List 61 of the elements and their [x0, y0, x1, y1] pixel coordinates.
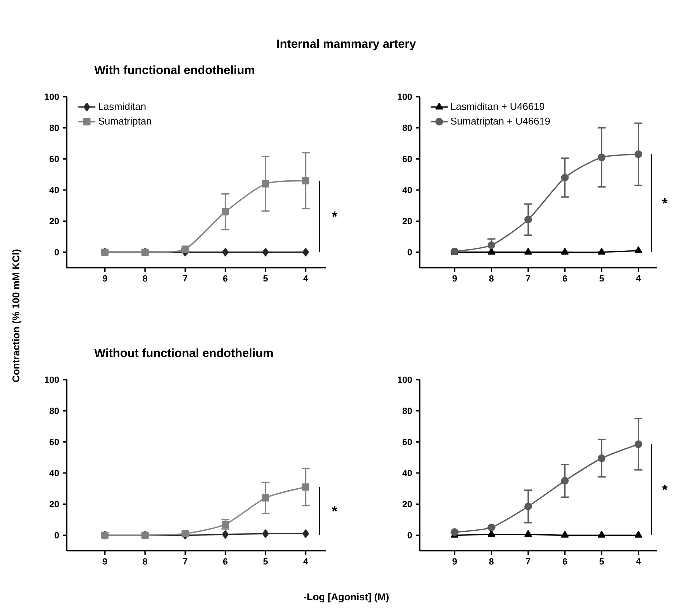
y-tick-label: 80: [402, 408, 412, 414]
x-tick-label: 4: [304, 558, 308, 565]
y-tick-label: 0: [408, 249, 412, 256]
y-tick-label: 60: [402, 156, 412, 162]
x-tick-label: 5: [264, 276, 268, 282]
text: *: [662, 485, 668, 490]
y-tick-label: 0: [54, 249, 60, 256]
x-axis-title: -Log [Agonist] (M): [304, 593, 389, 603]
y-tick-label: 60: [50, 156, 60, 162]
text: *: [332, 212, 338, 218]
x-tick-label: 9: [452, 558, 458, 565]
x-tick-label: 4: [636, 558, 642, 565]
x-tick-label: 5: [600, 558, 604, 565]
x-tick-label: 8: [143, 558, 148, 565]
y-tick-label: 0: [54, 532, 60, 539]
y-tick-label: 100: [45, 376, 60, 384]
x-tick-label: 6: [562, 558, 568, 565]
x-tick-label: 5: [600, 276, 604, 282]
y-tick-label: 20: [402, 218, 412, 225]
x-tick-label: 4: [304, 276, 308, 282]
legend-label: Lasmiditan: [99, 102, 146, 110]
x-tick-label: 9: [452, 276, 458, 282]
legend-label: Sumatriptan + U46619: [451, 118, 550, 127]
x-tick-label: 6: [223, 276, 228, 282]
x-tick-label: 6: [562, 276, 568, 282]
x-tick-label: 9: [102, 558, 108, 565]
y-tick-label: 60: [402, 439, 412, 446]
x-tick-label: 7: [183, 276, 188, 282]
y-axis-title: Contraction (% 100 mM KCl): [12, 250, 22, 382]
y-tick-label: 20: [50, 218, 60, 225]
y-tick-label: 20: [402, 501, 412, 508]
y-tick-label: 100: [398, 94, 412, 100]
x-tick-label: 7: [526, 558, 531, 565]
y-tick-label: 100: [45, 94, 60, 100]
y-tick-label: 40: [50, 187, 60, 194]
legend-label: Lasmiditan + U46619: [451, 102, 545, 110]
y-tick-label: 40: [402, 187, 412, 194]
x-tick-label: 8: [489, 276, 494, 282]
chart-subtitle: Without functional endothelium: [94, 348, 273, 358]
legend-label: Sumatriptan: [98, 118, 152, 127]
x-tick-label: 9: [102, 276, 108, 282]
text: *: [662, 198, 668, 204]
x-tick-label: 4: [636, 276, 642, 282]
y-tick-label: 80: [50, 408, 60, 414]
y-tick-label: 80: [402, 124, 412, 132]
x-tick-label: 8: [143, 276, 148, 282]
chart-subtitle: With functional endothelium: [94, 66, 254, 74]
text: *: [332, 506, 338, 512]
y-tick-label: 80: [50, 124, 60, 132]
x-tick-label: 6: [223, 558, 228, 565]
x-tick-label: 7: [183, 558, 188, 565]
y-tick-label: 20: [50, 501, 60, 508]
y-tick-label: 40: [402, 470, 412, 476]
x-tick-label: 5: [264, 558, 268, 565]
x-tick-label: 8: [489, 558, 494, 565]
x-tick-label: 7: [526, 276, 531, 282]
y-tick-label: 100: [398, 376, 412, 384]
y-tick-label: 0: [408, 532, 412, 539]
y-tick-label: 60: [50, 439, 60, 446]
chart-title: Internal mammary artery: [278, 39, 416, 51]
y-tick-label: 40: [50, 470, 60, 476]
